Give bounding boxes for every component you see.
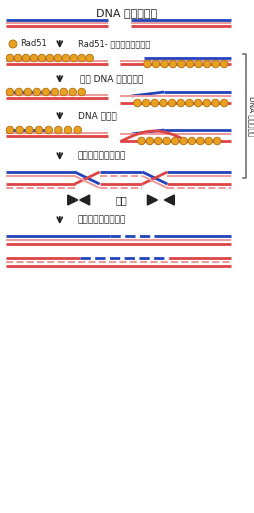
Circle shape <box>211 99 218 107</box>
Circle shape <box>194 99 201 107</box>
Circle shape <box>133 99 141 107</box>
Circle shape <box>202 60 210 68</box>
Circle shape <box>194 60 202 68</box>
Text: Rad51- 単鎖複合体の形成: Rad51- 単鎖複合体の形成 <box>77 40 150 49</box>
Circle shape <box>74 126 81 134</box>
Circle shape <box>86 54 93 62</box>
Circle shape <box>196 137 203 145</box>
Circle shape <box>179 137 187 145</box>
Circle shape <box>62 54 69 62</box>
Text: DNA 鎖交換反応: DNA 鎖交換反応 <box>247 96 253 136</box>
Circle shape <box>35 126 43 134</box>
Circle shape <box>16 126 23 134</box>
Circle shape <box>146 137 153 145</box>
Polygon shape <box>68 195 77 205</box>
Circle shape <box>60 88 67 96</box>
Circle shape <box>6 54 14 62</box>
Text: Rad51: Rad51 <box>20 40 46 49</box>
Circle shape <box>6 126 14 134</box>
Text: 切断: 切断 <box>115 195 127 205</box>
Circle shape <box>25 126 33 134</box>
Circle shape <box>177 60 185 68</box>
Text: 相同 DNA 配列の検索: 相同 DNA 配列の検索 <box>80 74 142 84</box>
Circle shape <box>77 88 85 96</box>
Circle shape <box>219 99 227 107</box>
Circle shape <box>46 54 53 62</box>
Text: DNA 二重鎖切断: DNA 二重鎖切断 <box>96 8 156 18</box>
Circle shape <box>143 60 151 68</box>
Circle shape <box>185 99 193 107</box>
Circle shape <box>77 54 85 62</box>
Circle shape <box>162 137 170 145</box>
Circle shape <box>30 54 38 62</box>
Circle shape <box>22 54 29 62</box>
Circle shape <box>137 137 145 145</box>
Circle shape <box>142 99 149 107</box>
Circle shape <box>70 54 77 62</box>
Circle shape <box>150 99 158 107</box>
Circle shape <box>54 126 62 134</box>
Polygon shape <box>147 195 157 205</box>
Circle shape <box>9 40 17 48</box>
Circle shape <box>51 88 58 96</box>
Circle shape <box>160 60 168 68</box>
Circle shape <box>219 60 227 68</box>
Circle shape <box>159 99 167 107</box>
Circle shape <box>6 88 14 96</box>
Circle shape <box>24 88 31 96</box>
Circle shape <box>69 88 76 96</box>
Circle shape <box>202 99 210 107</box>
Circle shape <box>15 88 23 96</box>
Circle shape <box>64 126 72 134</box>
Text: 組換え中間体の解消: 組換え中間体の解消 <box>77 215 125 225</box>
Circle shape <box>176 99 184 107</box>
Polygon shape <box>164 195 174 205</box>
Circle shape <box>33 88 40 96</box>
Text: 組換え中間体の形成: 組換え中間体の形成 <box>77 151 125 161</box>
Circle shape <box>213 137 220 145</box>
Circle shape <box>185 60 193 68</box>
Circle shape <box>152 60 159 68</box>
Circle shape <box>54 54 61 62</box>
Text: DNA 鎖交換: DNA 鎖交換 <box>77 111 116 121</box>
Circle shape <box>169 60 176 68</box>
Circle shape <box>204 137 212 145</box>
Circle shape <box>168 99 175 107</box>
Circle shape <box>38 54 45 62</box>
Circle shape <box>211 60 218 68</box>
Circle shape <box>171 137 178 145</box>
Polygon shape <box>80 195 89 205</box>
Circle shape <box>187 137 195 145</box>
Circle shape <box>45 126 52 134</box>
Circle shape <box>14 54 22 62</box>
Circle shape <box>154 137 162 145</box>
Circle shape <box>42 88 50 96</box>
